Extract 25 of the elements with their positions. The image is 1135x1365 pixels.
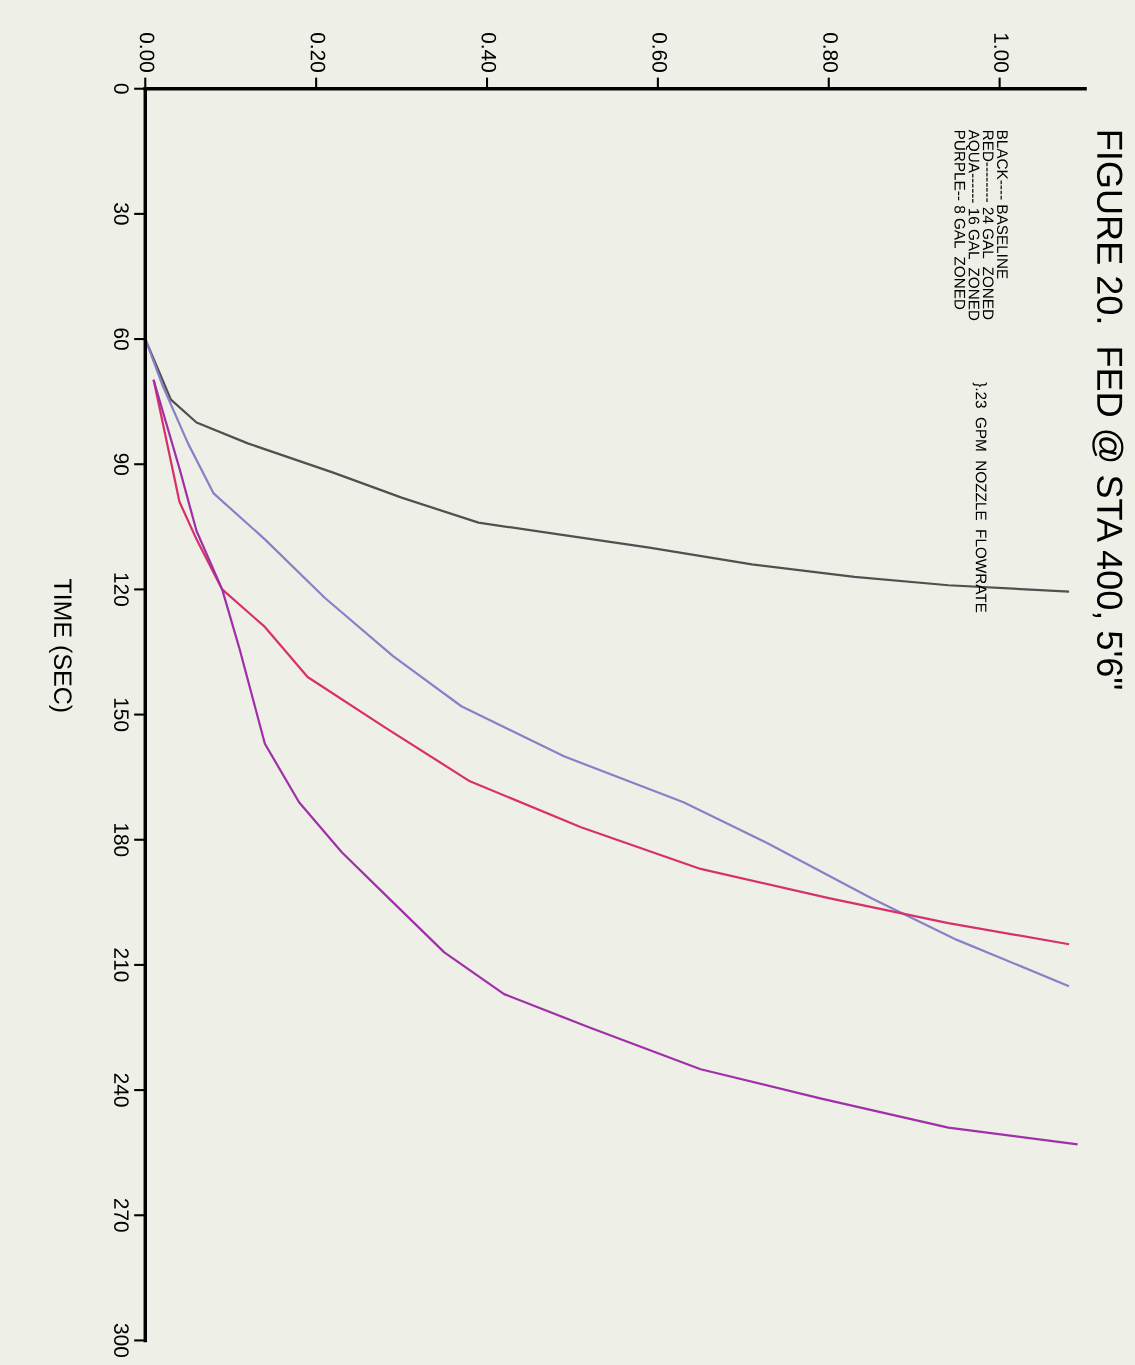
- y-tick-label: 300: [114, 1323, 129, 1357]
- x-tick-label: 1.00: [994, 33, 1009, 72]
- y-tick-label: 270: [114, 1198, 129, 1232]
- x-tick-label: 0.00: [139, 33, 155, 72]
- annotation: AQUA------ 16 GAL ZONED: [965, 129, 980, 321]
- y-tick-label: 240: [114, 1073, 129, 1107]
- y-tick-label: 210: [114, 948, 129, 982]
- x-tick-label: 0.40: [481, 33, 497, 72]
- y-axis-title: TIME (SEC): [49, 578, 73, 712]
- x-tick-label: 0.20: [310, 33, 326, 72]
- y-tick-label: 60: [114, 328, 129, 350]
- y-tick-label: 0: [114, 83, 129, 94]
- y-tick-label: 120: [114, 573, 129, 606]
- x-tick-label: 0.60: [652, 33, 668, 72]
- x-tick-label: 0.80: [823, 33, 838, 72]
- y-tick-label: 30: [114, 203, 129, 225]
- y-tick-label: 90: [114, 453, 129, 476]
- annotation: }.23 GPM NOZZLE FLOWRATE: [972, 382, 987, 613]
- y-tick-label: 150: [114, 698, 129, 732]
- annotation: PURPLE-- 8 GAL ZONED: [954, 130, 966, 310]
- line-series: [152, 379, 1078, 1146]
- text: FIGURE 20. FED @ STA 400, 5'6": [1092, 131, 1124, 689]
- annotation: RED-------- 24 GAL ZONED: [982, 130, 994, 320]
- annotation: BLACK---- BASELINE: [996, 130, 1008, 279]
- y-tick-label: 180: [114, 823, 129, 857]
